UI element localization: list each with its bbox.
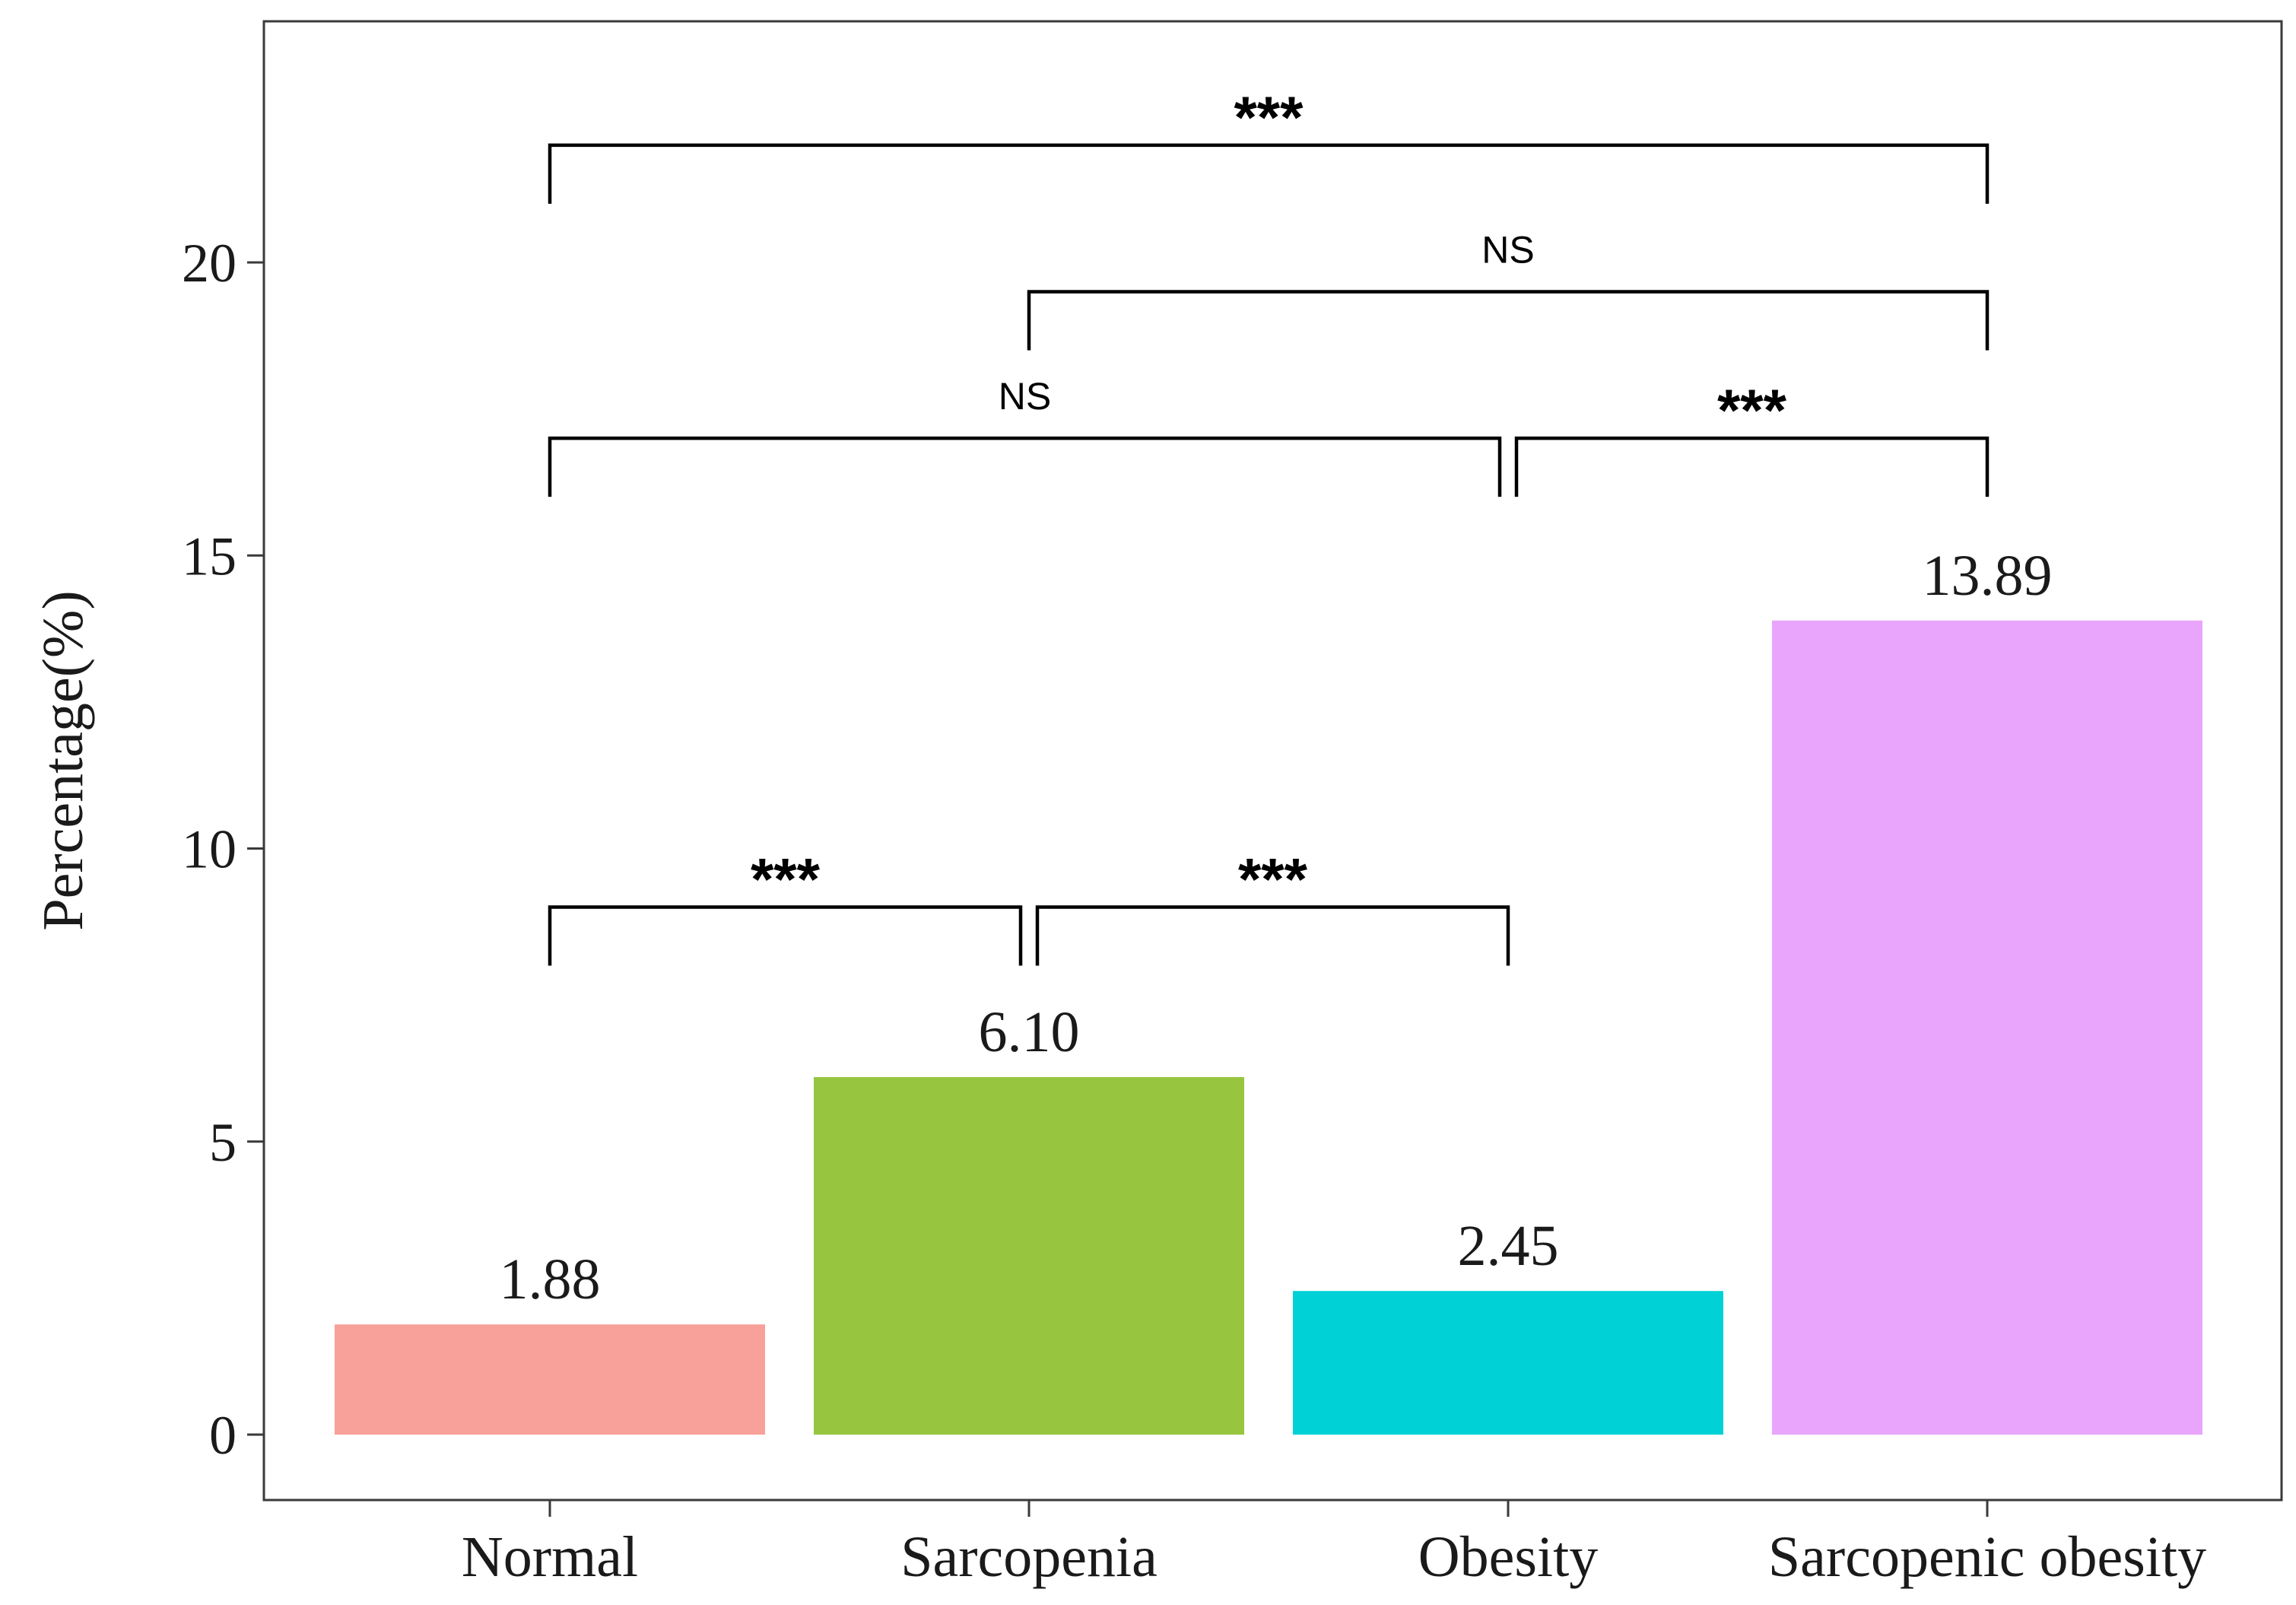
- significance-label: NS: [999, 375, 1051, 418]
- bar-value-label: 6.10: [979, 1000, 1080, 1064]
- bar-sarcopenia: [814, 1076, 1244, 1435]
- y-tick-label: 15: [182, 526, 237, 586]
- significance-bracket: [1035, 905, 1510, 966]
- x-category-label: Sarcopenic obesity: [1768, 1525, 2206, 1589]
- significance-bracket: [548, 905, 1023, 966]
- significance-label: ***: [1717, 377, 1787, 443]
- significance-label: NS: [1481, 229, 1534, 272]
- bar-value-label: 1.88: [500, 1247, 601, 1311]
- significance-bracket: [1514, 436, 1990, 497]
- significance-bracket: [548, 143, 1990, 204]
- bar-value-label: 2.45: [1458, 1214, 1559, 1278]
- x-category-label: Obesity: [1418, 1525, 1598, 1589]
- y-tick-label: 20: [182, 233, 237, 294]
- bar-obesity: [1293, 1291, 1723, 1435]
- x-category-label: Sarcopenia: [900, 1525, 1158, 1589]
- significance-label: ***: [1238, 846, 1308, 913]
- y-axis-title: Percentage(%): [31, 590, 95, 930]
- bar-sarcopenic-obesity: [1772, 620, 2202, 1435]
- y-tick-label: 5: [209, 1112, 237, 1173]
- plot-panel-border: [262, 20, 2283, 1502]
- y-tick-label: 0: [209, 1405, 237, 1466]
- significance-bracket: [1027, 290, 1990, 351]
- x-category-label: Normal: [462, 1525, 638, 1589]
- significance-label: ***: [1234, 84, 1304, 151]
- y-tick-label: 10: [182, 819, 237, 880]
- significance-bracket: [548, 436, 1502, 497]
- bar-normal: [335, 1324, 765, 1435]
- bar-value-label: 13.89: [1923, 544, 2053, 608]
- significance-label: ***: [751, 846, 821, 913]
